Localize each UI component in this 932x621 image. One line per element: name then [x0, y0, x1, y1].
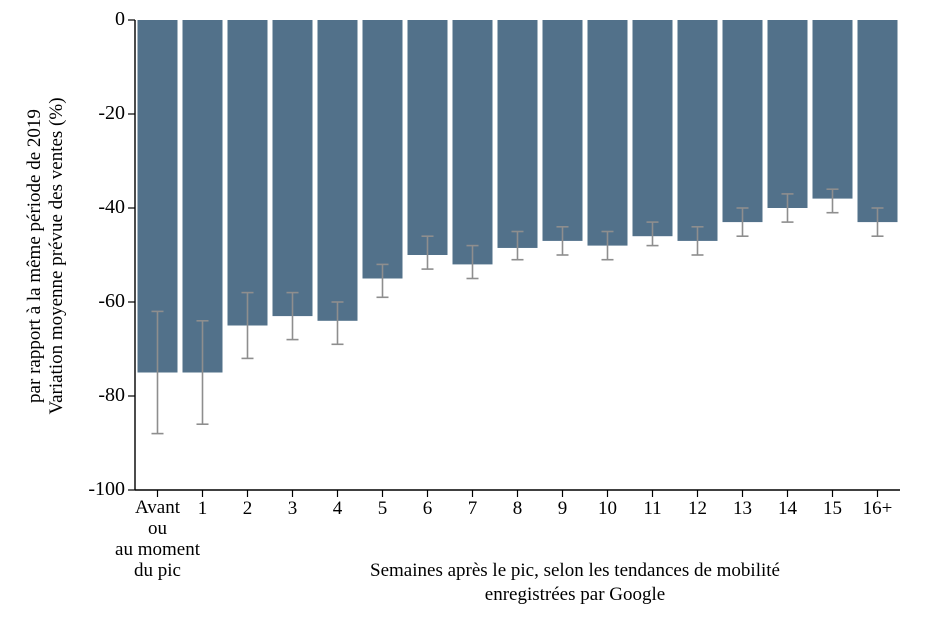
chart-container: par rapport à la même période de 2019 Va… [0, 0, 932, 621]
bar [768, 20, 808, 208]
x-tick-label: 7 [450, 498, 495, 520]
bar [408, 20, 448, 255]
y-tick-label: 0 [115, 8, 125, 31]
x-tick-label: 6 [405, 498, 450, 520]
x-tick-label: 14 [765, 498, 810, 520]
x-tick-label: 2 [225, 498, 270, 520]
bar [633, 20, 673, 236]
x-tick-label: 10 [585, 498, 630, 520]
x-axis-label-line2: enregistrées par Google [265, 584, 885, 606]
bar [543, 20, 583, 241]
x-axis-label-line1: Semaines après le pic, selon les tendanc… [265, 560, 885, 582]
bar [813, 20, 853, 199]
x-tick-label: 5 [360, 498, 405, 520]
bar [498, 20, 538, 248]
x-tick-label: 13 [720, 498, 765, 520]
x-tick-label: 8 [495, 498, 540, 520]
x-tick-label: 9 [540, 498, 585, 520]
y-tick-label: -40 [98, 196, 125, 219]
bar [858, 20, 898, 222]
bar [588, 20, 628, 246]
y-tick-label: -20 [98, 102, 125, 125]
bar [363, 20, 403, 279]
bar [228, 20, 268, 326]
bar [183, 20, 223, 373]
x-tick-label: 16+ [855, 498, 900, 520]
bar [723, 20, 763, 222]
bar [318, 20, 358, 321]
x-tick-label: 11 [630, 498, 675, 520]
x-tick-label: 3 [270, 498, 315, 520]
x-tick-label: 12 [675, 498, 720, 520]
x-tick-label: 4 [315, 498, 360, 520]
y-tick-label: -80 [98, 384, 125, 407]
bar [273, 20, 313, 316]
x-tick-label: 15 [810, 498, 855, 520]
y-tick-label: -60 [98, 290, 125, 313]
bar [453, 20, 493, 264]
x-tick-label: 1 [180, 498, 225, 520]
bar [678, 20, 718, 241]
